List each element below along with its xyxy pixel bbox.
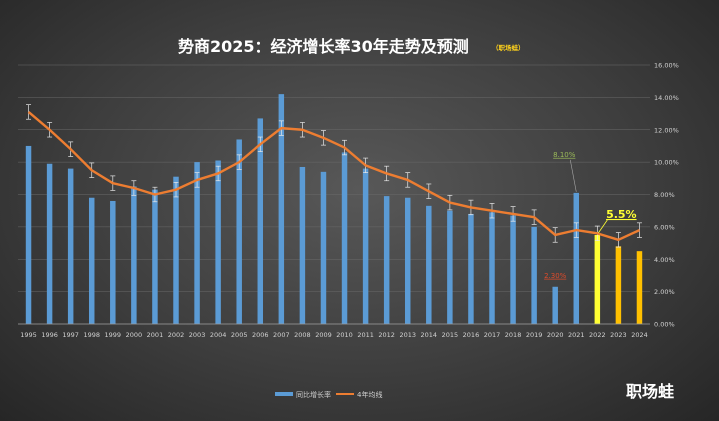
bar-2014 [426, 205, 432, 324]
x-tick-label: 1999 [105, 331, 122, 339]
bar-1995 [25, 145, 32, 324]
x-tick-label: 2013 [399, 331, 416, 339]
y-tick-label: 12.00% [654, 126, 679, 134]
x-tick-label: 2006 [252, 331, 269, 339]
axis-layer: 0.00% 2.00% 4.00% 6.00% 8.00% 10.00% 12.00% 14.… [18, 62, 679, 339]
bar-2021 [573, 192, 580, 324]
legend-swatch-bar [275, 392, 293, 396]
bar-2016 [468, 213, 474, 324]
x-tick-label: 2014 [421, 331, 438, 339]
bar-2011 [362, 168, 369, 324]
bar-2003 [194, 162, 200, 324]
bar-2013 [404, 197, 411, 324]
bar-1996 [46, 163, 53, 324]
x-tick-label: 2008 [294, 331, 311, 339]
bar-2002 [173, 176, 179, 324]
x-tick-label: 2017 [484, 331, 501, 339]
x-tick-label: 2004 [210, 331, 227, 339]
x-tick-label: 1997 [62, 331, 79, 339]
x-tick-label: 1996 [41, 331, 58, 339]
bar-2000 [131, 186, 137, 324]
y-tick-label: 10.00% [654, 159, 679, 167]
bar-2004 [215, 160, 221, 324]
x-tick-label: 2021 [568, 331, 585, 339]
annotation-leader [569, 159, 577, 192]
legend: 同比增长率 4年均线 [275, 390, 382, 399]
y-tick-label: 4.00% [654, 256, 675, 264]
bar-1997 [67, 168, 74, 324]
x-tick-label: 2024 [631, 331, 648, 339]
x-tick-label: 2003 [189, 331, 206, 339]
bar-2022 [594, 234, 601, 324]
x-tick-label: 2016 [463, 331, 480, 339]
x-tick-label: 2023 [610, 331, 627, 339]
bar-2015 [447, 210, 453, 324]
x-tick-label: 2010 [336, 331, 353, 339]
x-tick-label: 2000 [126, 331, 143, 339]
watermark: 职场蛙 [626, 382, 674, 401]
legend-label-bar: 同比增长率 [296, 390, 331, 399]
bar-2010 [341, 152, 348, 324]
bar-1999 [110, 200, 116, 324]
bar-2009 [320, 171, 327, 324]
grid-layer [18, 64, 650, 325]
y-tick-label: 0.00% [654, 321, 675, 329]
legend-label-line: 4年均线 [357, 390, 382, 399]
line-layer [26, 104, 642, 248]
chart-title: 势商2025：经济增长率30年走势及预测 [178, 37, 469, 56]
x-tick-label: 2012 [378, 331, 395, 339]
bar-2024 [636, 251, 643, 324]
y-tick-label: 8.00% [654, 191, 675, 199]
x-tick-label: 2007 [273, 331, 290, 339]
y-tick-label: 16.00% [654, 62, 679, 70]
bar-2018 [510, 215, 516, 324]
x-tick-label: 1998 [83, 331, 100, 339]
x-tick-label: 2001 [147, 331, 164, 339]
bar-2001 [152, 189, 158, 324]
x-tick-label: 2019 [526, 331, 543, 339]
annotation-label: 2.30% [544, 272, 567, 280]
x-tick-label: 2005 [231, 331, 248, 339]
y-tick-label: 2.00% [654, 288, 675, 296]
x-tick-label: 2009 [315, 331, 332, 339]
bar-2012 [383, 196, 390, 324]
y-tick-label: 14.00% [654, 94, 679, 102]
bar-2005 [236, 139, 242, 324]
bar-2006 [257, 118, 264, 324]
x-tick-label: 2011 [357, 331, 374, 339]
bar-2008 [299, 166, 306, 324]
x-tick-label: 2002 [168, 331, 185, 339]
line-series-4yr-avg [27, 111, 640, 242]
x-tick-label: 2015 [442, 331, 459, 339]
annotation-leader [598, 219, 608, 234]
bar-2007 [278, 94, 285, 324]
bar-2020 [552, 286, 558, 324]
bar-1998 [88, 197, 95, 324]
annotation-layer: 8.10% 2.30% 5.5% [544, 151, 637, 280]
x-tick-label: 2018 [505, 331, 522, 339]
annotation-label: 5.5% [606, 208, 637, 221]
bar-layer [25, 94, 643, 324]
bar-2017 [489, 212, 495, 324]
bar-2019 [531, 226, 537, 324]
x-tick-label: 2022 [589, 331, 606, 339]
bar-2023 [615, 246, 622, 324]
y-tick-label: 6.00% [654, 223, 675, 231]
chart-subtitle: （职场蛙） [492, 43, 525, 52]
x-tick-label: 1995 [20, 331, 37, 339]
annotation-label: 8.10% [553, 151, 576, 159]
x-tick-label: 2020 [547, 331, 564, 339]
